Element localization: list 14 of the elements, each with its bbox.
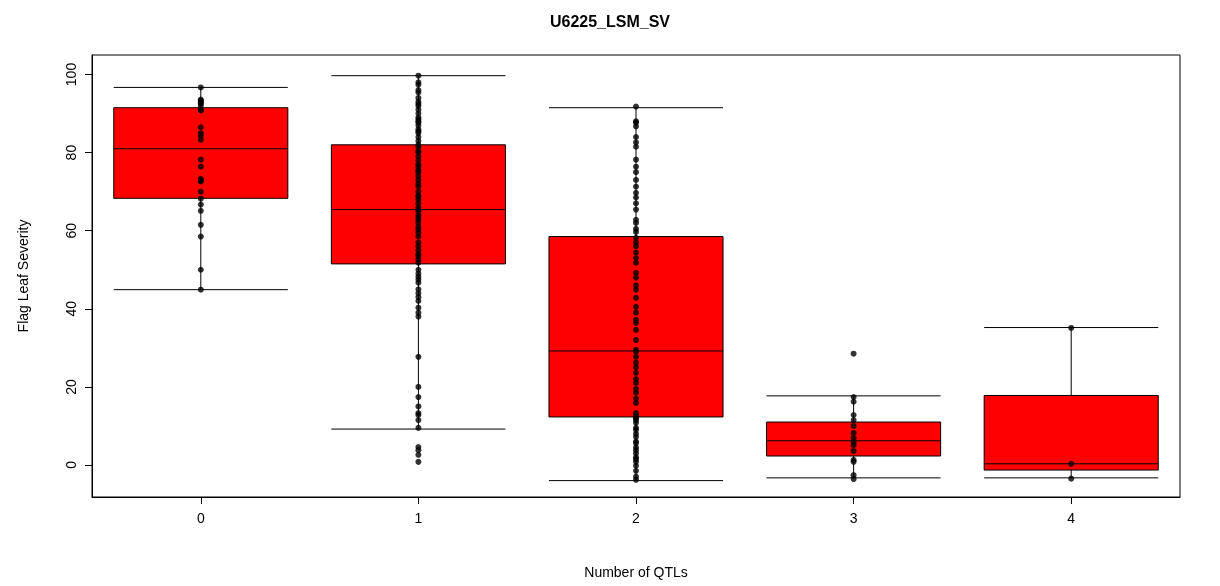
- y-tick-label: 80: [63, 144, 79, 161]
- x-tick-label: 0: [196, 510, 205, 526]
- x-axis-title: Number of QTLs: [584, 564, 688, 580]
- y-tick-label: 20: [63, 378, 79, 395]
- x-tick-label: 4: [1067, 510, 1076, 526]
- x-tick-label: 2: [632, 510, 641, 526]
- y-tick-label: 0: [63, 460, 79, 469]
- chart-title: U6225_LSM_SV: [549, 12, 671, 30]
- y-tick-label: 100: [63, 62, 79, 87]
- y-tick-label: 60: [63, 222, 79, 239]
- y-axis-title: Flag Leaf Severity: [15, 219, 31, 333]
- x-tick-label: 3: [849, 510, 858, 526]
- x-tick-label: 1: [414, 510, 423, 526]
- y-tick-label: 40: [63, 300, 79, 317]
